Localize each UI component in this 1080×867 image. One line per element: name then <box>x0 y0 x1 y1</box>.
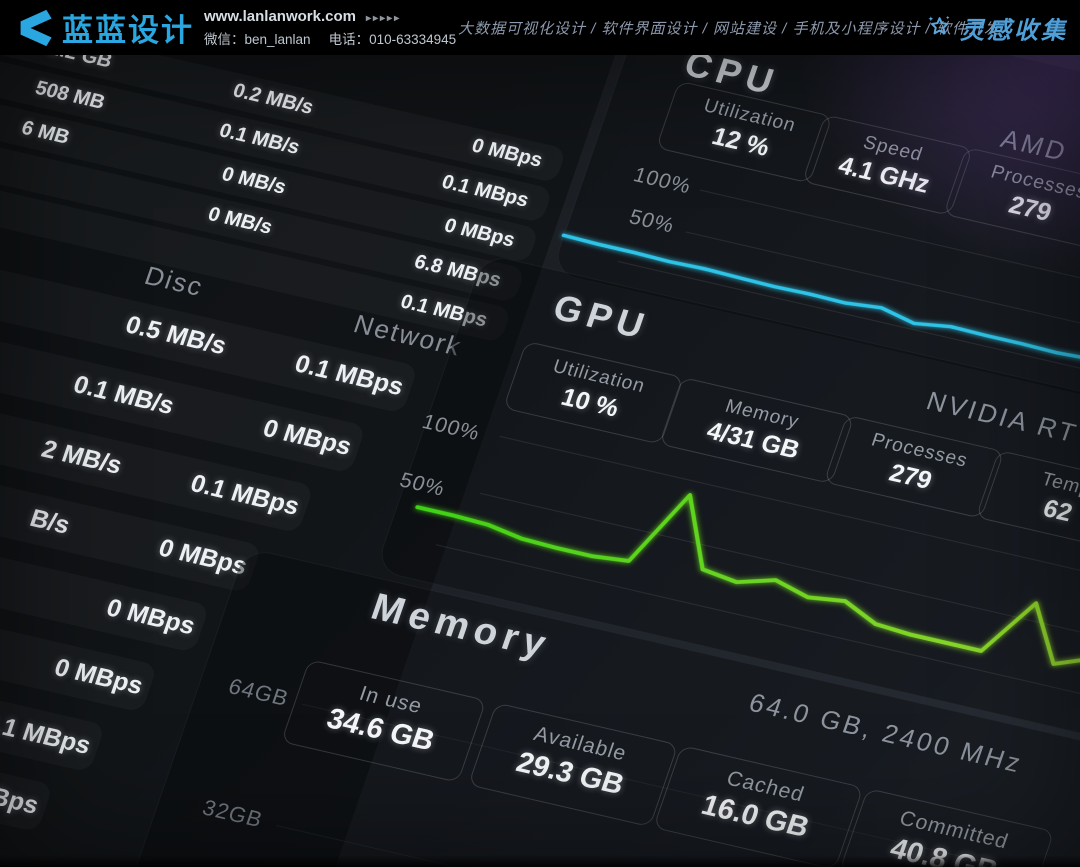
brand-block: 蓝蓝设计 <box>12 5 194 50</box>
header-bar: 蓝蓝设计 www.lanlanwork.com ▸▸▸▸▸ 微信：ben_lanl… <box>0 0 1080 55</box>
lanlan-logo-icon <box>20 9 52 46</box>
network-speed-value: 0 MBps <box>50 653 147 701</box>
network-speed-value: 0 MBps <box>102 593 199 641</box>
cpu-utilization-line <box>561 233 1080 480</box>
phone-number: 电话：010-63334945 <box>328 32 457 47</box>
size-value: 6 MB <box>18 117 73 149</box>
brand-name: 蓝蓝设计 <box>62 13 194 48</box>
website-link[interactable]: www.lanlanwork.com <box>204 8 356 25</box>
inspiration-star-icon <box>928 15 950 35</box>
gpu-utilization-line <box>415 493 1080 791</box>
contact-block: www.lanlanwork.com ▸▸▸▸▸ 微信：ben_lanlan 电话：… <box>204 6 474 50</box>
bottom-fade <box>0 855 1080 867</box>
disc-speed-value: 2 MB/s <box>37 434 126 480</box>
arrows-decoration: ▸▸▸▸▸ <box>365 13 402 24</box>
perf-dashboard: 2.2 GB 0.2 MB/s 0 MBps 508 MB 0.1 MB/s 0… <box>0 55 1080 867</box>
wechat-id: 微信：ben_lanlan <box>204 32 311 47</box>
inspiration-collection-label: 灵感收集 <box>960 17 1068 44</box>
disc-speed-value: 0 MB/s <box>205 203 276 239</box>
services-list: 大数据可视化设计 / 软件界面设计 / 网站建设 / 手机及小程序设计 / 软件… <box>458 20 1001 37</box>
network-speed-value: MBps <box>0 777 43 820</box>
dashboard-stage: 2.2 GB 0.2 MB/s 0 MBps 508 MB 0.1 MB/s 0… <box>0 55 1080 867</box>
disc-speed-value: B/s <box>26 504 74 540</box>
inspiration-collection[interactable]: 灵感收集 <box>925 10 1068 45</box>
network-speed-value: 0 MBps <box>259 414 356 461</box>
gpu-chart <box>415 435 1080 793</box>
disc-speed-value: 0 MB/s <box>218 163 289 199</box>
